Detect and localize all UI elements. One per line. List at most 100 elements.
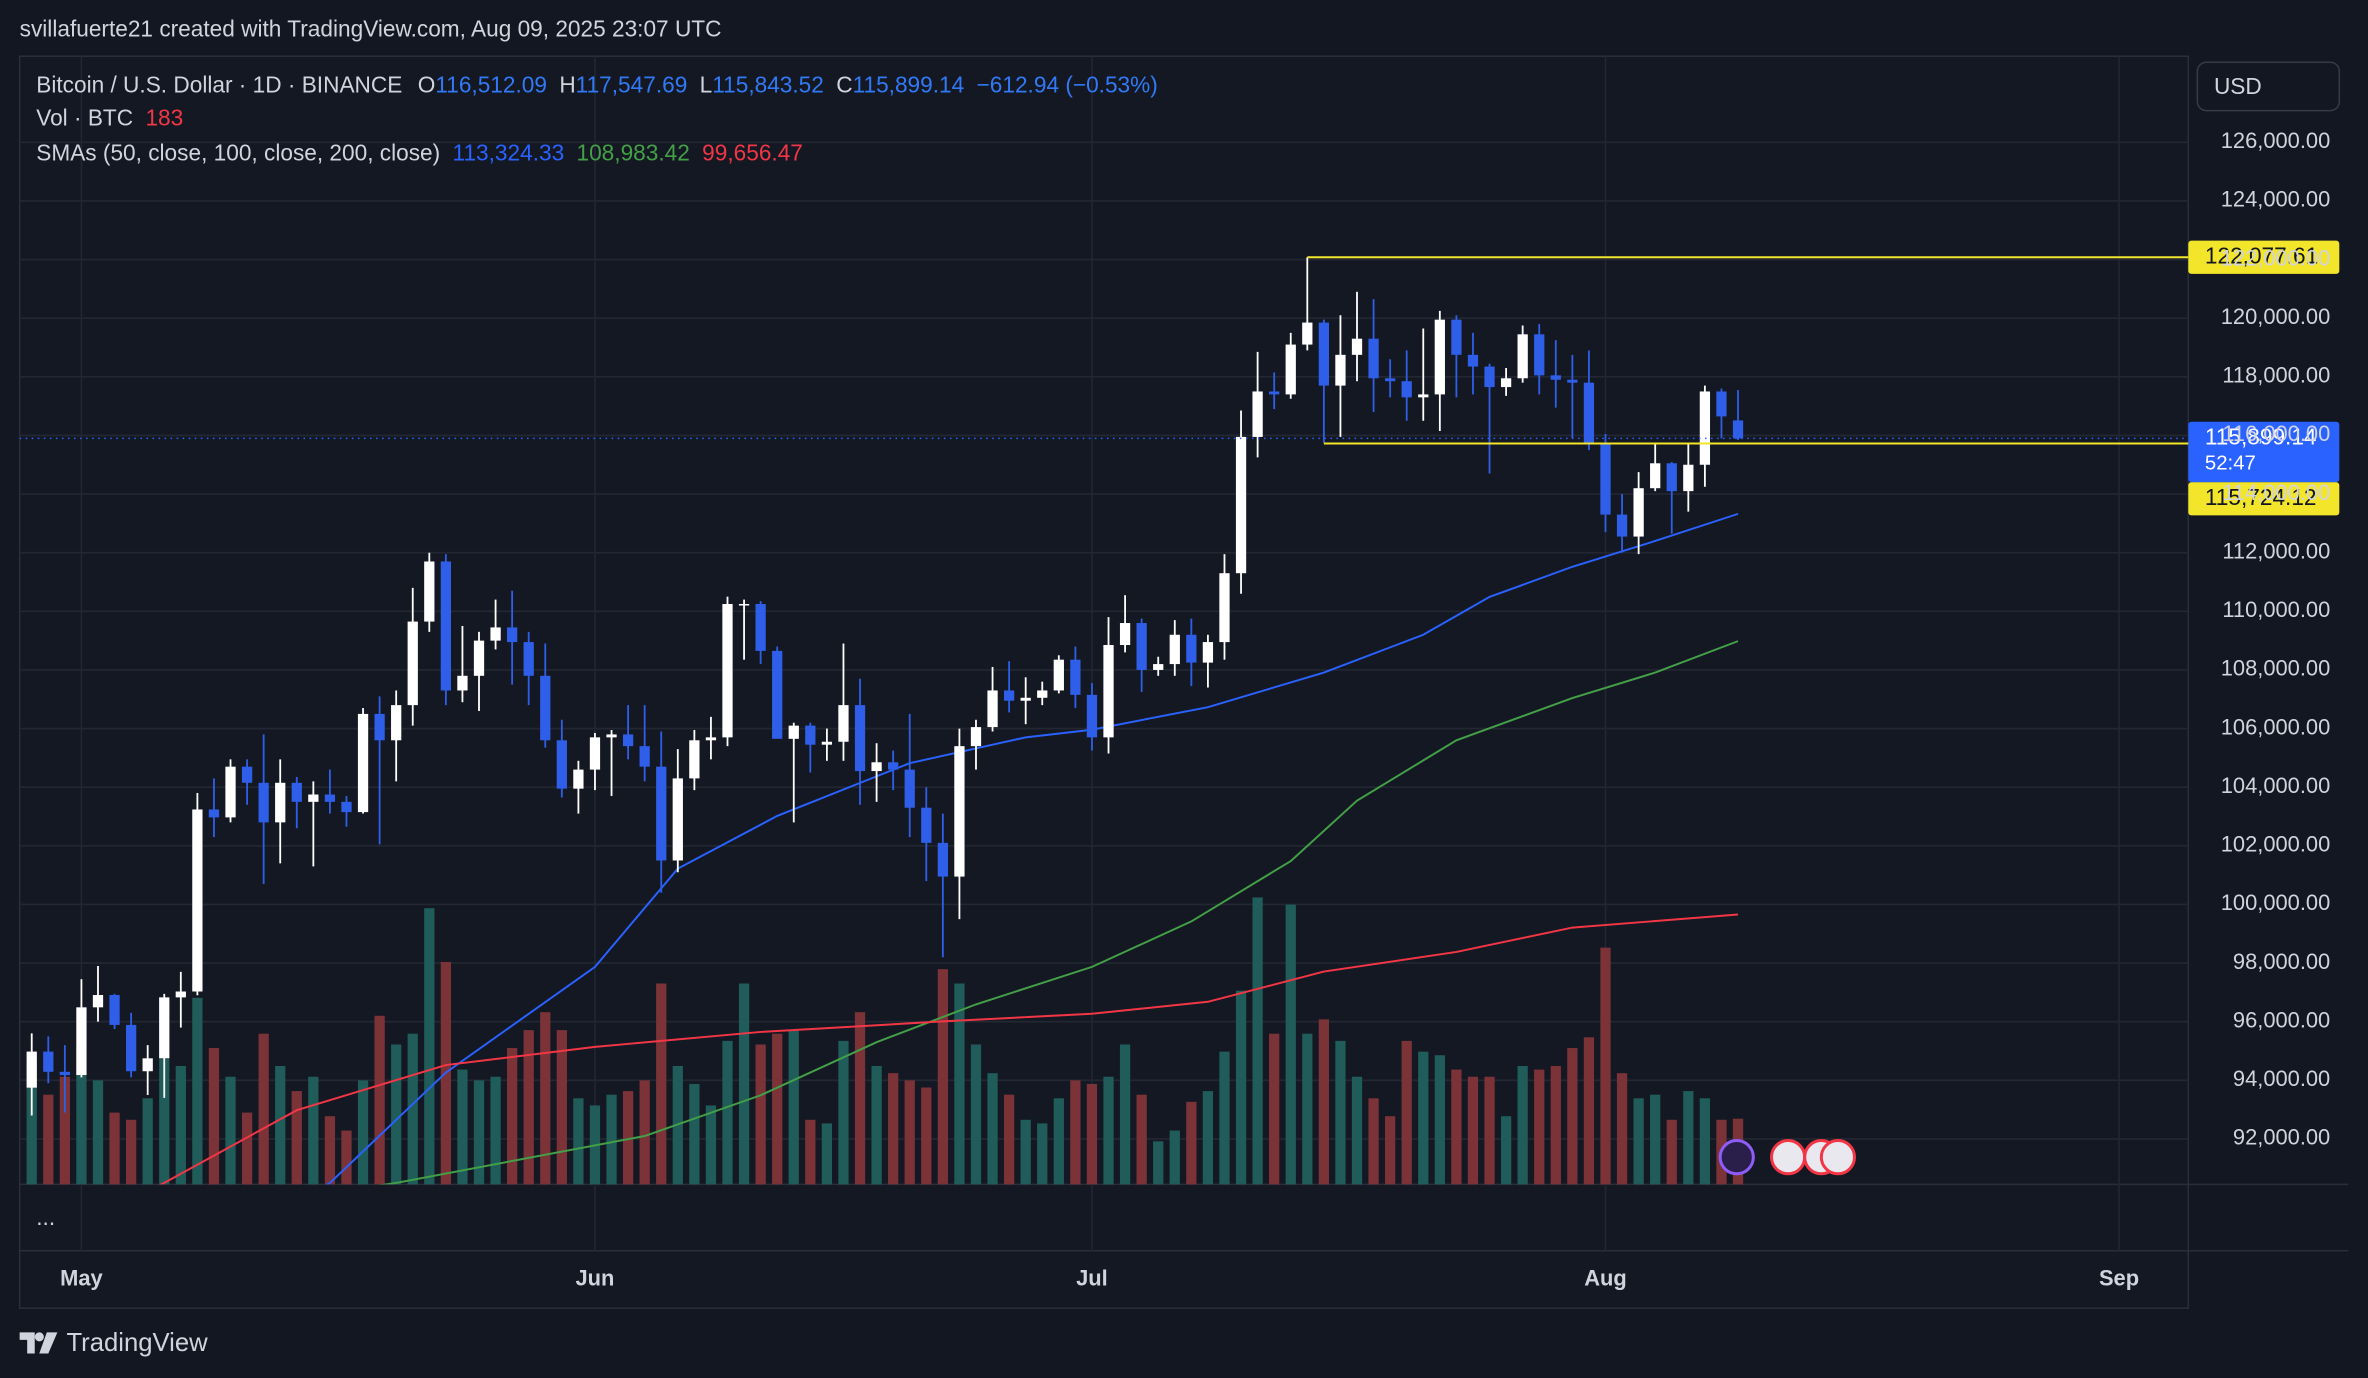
ohlc-letter: O <box>418 71 436 97</box>
candle-body <box>1318 322 1330 386</box>
candle-body <box>1351 338 1363 355</box>
volume-bar <box>738 983 750 1185</box>
volume-bar <box>556 1030 567 1185</box>
volume-bar <box>1467 1076 1479 1185</box>
brand-logo <box>19 1332 58 1354</box>
volume-bar <box>821 1123 833 1185</box>
volume-bar <box>1550 1065 1561 1185</box>
candle-body <box>970 727 982 747</box>
volume-bar <box>1368 1098 1379 1185</box>
volume-bar <box>225 1076 236 1185</box>
volume-bar <box>424 908 435 1185</box>
candle-body <box>1020 697 1031 701</box>
candle-body <box>805 725 816 745</box>
candle-body <box>1467 354 1479 367</box>
more[interactable]: ... <box>36 1204 55 1230</box>
y-tick-label: 100,000.00 <box>2221 890 2330 915</box>
candle-body <box>722 603 733 738</box>
candle-body <box>1136 623 1147 670</box>
candle-body <box>308 794 319 802</box>
candle-body <box>258 782 269 823</box>
candle-body <box>1186 634 1197 663</box>
y-tick-label: 96,000.00 <box>2233 1007 2330 1032</box>
candle-body <box>324 794 336 802</box>
candle-body <box>838 705 849 742</box>
volume-bar <box>1633 1098 1644 1185</box>
candle-body <box>457 675 468 691</box>
candle-body <box>1252 391 1263 437</box>
y-tick-label: 118,000.00 <box>2222 363 2330 388</box>
ohlc-value: 116,512.09 <box>435 71 547 97</box>
volume-bar <box>109 1112 120 1185</box>
y-tick-label: 108,000.00 <box>2221 656 2330 681</box>
volume-bar <box>1484 1076 1495 1185</box>
volume-bar <box>1186 1101 1197 1185</box>
volume-bar <box>904 1080 915 1185</box>
candle-body <box>1103 645 1114 738</box>
volume-bar <box>1302 1033 1313 1185</box>
currency[interactable]: USD <box>2214 73 2262 99</box>
volume-bar <box>1202 1091 1214 1185</box>
candle-body <box>374 713 385 741</box>
change: −612.94 (−0.53%) <box>977 71 1158 97</box>
candle-body <box>1583 382 1595 443</box>
volume-bar <box>1086 1083 1098 1185</box>
candle-body <box>1716 391 1727 417</box>
brand: TradingView <box>19 1329 208 1357</box>
event-icon[interactable] <box>1769 1139 1807 1176</box>
candle-body <box>772 650 783 739</box>
currency-button[interactable] <box>2196 61 2341 112</box>
volume-bar <box>1534 1069 1545 1185</box>
candle-body <box>954 746 965 877</box>
candle-body <box>225 766 236 818</box>
volume-bar <box>523 1030 534 1185</box>
volume-bar <box>175 1065 186 1185</box>
volume-bar <box>639 1080 650 1185</box>
candle-body <box>1699 391 1711 465</box>
candle-body <box>1302 322 1313 345</box>
volume-bar <box>540 1012 551 1185</box>
candle-body <box>473 640 485 676</box>
candle-body <box>523 642 534 676</box>
candle-body <box>1086 694 1098 738</box>
candle-body <box>672 778 683 861</box>
volume-bar <box>357 1080 369 1185</box>
volume-value: 183 <box>145 105 183 131</box>
volume-bar <box>1335 1040 1346 1185</box>
event-icon[interactable] <box>1819 1139 1857 1176</box>
level-label: 122,077.61 <box>2205 242 2318 268</box>
x-tick-label: Sep <box>2099 1265 2139 1290</box>
event-icons[interactable] <box>1718 1139 1857 1176</box>
candle-body <box>1633 488 1644 537</box>
volume-bar <box>92 1080 104 1185</box>
candle-body <box>43 1051 54 1072</box>
candles <box>26 257 1744 1116</box>
y-tick-label: 106,000.00 <box>2221 714 2330 739</box>
volume-bar <box>1699 1098 1711 1185</box>
candle-body <box>1500 378 1512 388</box>
sma-line <box>379 640 1739 1185</box>
volume-bar <box>241 1112 253 1185</box>
candle-body <box>1153 664 1164 670</box>
y-tick-label: 104,000.00 <box>2221 773 2330 798</box>
candle-body <box>904 769 915 808</box>
event-icon[interactable] <box>1718 1139 1755 1176</box>
y-tick-label: 110,000.00 <box>2222 597 2330 622</box>
brand-name: TradingView <box>66 1329 208 1357</box>
volume-bar <box>755 1044 766 1185</box>
volume-bar <box>1567 1048 1578 1185</box>
candle-body <box>341 801 352 813</box>
candle-body <box>490 627 501 641</box>
volume-bar <box>1136 1094 1147 1185</box>
volume-bar <box>1003 1094 1015 1185</box>
volume-bar <box>1401 1040 1412 1185</box>
y-tick-label: 122,000.00 <box>2221 245 2330 270</box>
volume-bar <box>573 1098 584 1185</box>
y-tick-label: 124,000.00 <box>2221 187 2330 212</box>
credit: svillafuerte21 created with TradingView.… <box>20 16 722 42</box>
level-tag <box>2188 482 2340 516</box>
volume-bar <box>1351 1076 1363 1185</box>
candle-body <box>821 741 833 745</box>
volume-title: Vol · BTC <box>36 105 133 131</box>
